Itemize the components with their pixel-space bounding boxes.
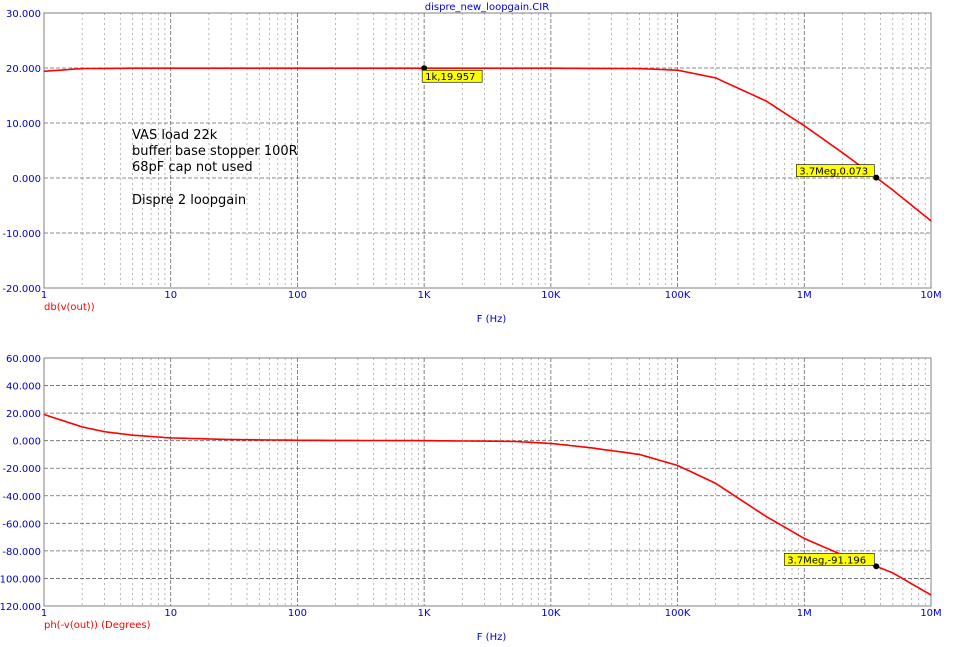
cursor-point [421, 65, 428, 72]
x-tick-label: 10K [541, 290, 561, 301]
y-tick-label: 30.000 [6, 9, 41, 20]
chart-title: dispre_new_loopgain.CIR [425, 2, 549, 13]
y-tick-label: -120.000 [0, 602, 41, 613]
y-tick-label: 0.000 [12, 174, 41, 185]
cursor-label-box [421, 69, 483, 83]
x-tick-label: 100K [665, 290, 691, 301]
x-tick-label: 100 [288, 608, 307, 619]
annotation-line: 68pF cap not used [132, 160, 253, 175]
x-axis-label: F (Hz) [477, 314, 507, 325]
cursor-label: 3.7Meg,-91.196 [787, 555, 866, 566]
annotation-title: Dispre 2 loopgain [132, 193, 246, 208]
x-tick-label: 1 [41, 608, 47, 619]
trace-name-label: ph(-v(out)) (Degrees) [44, 620, 151, 631]
cursor-label: 3.7Meg,0.073 [799, 167, 868, 178]
y-tick-label: 20.000 [6, 409, 41, 420]
x-tick-label: 10K [541, 608, 561, 619]
x-axis-label: F (Hz) [477, 632, 507, 643]
cursor-point [873, 563, 880, 570]
cursor-label-box [783, 553, 875, 566]
cursor-label-box [795, 164, 875, 177]
annotation-line: buffer base stopper 100R [132, 144, 298, 159]
x-tick-label: 1K [418, 608, 431, 619]
y-tick-label: 20.000 [6, 64, 41, 75]
x-tick-label: 100 [288, 290, 307, 301]
x-tick-label: 10M [920, 290, 941, 301]
x-tick-label: 10 [164, 608, 177, 619]
x-tick-label: 1M [797, 290, 812, 301]
y-tick-label: -40.000 [2, 492, 41, 503]
trace-series-0 [43, 413, 932, 596]
y-tick-label: 0.000 [12, 437, 41, 448]
y-tick-label: 10.000 [6, 119, 41, 130]
y-tick-label: 40.000 [6, 382, 41, 393]
y-tick-label: -60.000 [2, 519, 41, 530]
plot-frame [43, 12, 932, 289]
plot-frame [43, 357, 932, 607]
trace-name-label: db(v(out)) [44, 302, 95, 313]
y-tick-label: -10.000 [2, 229, 41, 240]
x-tick-label: 1K [418, 290, 431, 301]
y-tick-label: -100.000 [0, 574, 41, 585]
cursor-point [873, 174, 880, 181]
y-tick-label: -20.000 [2, 464, 41, 475]
annotation-line: VAS load 22k [132, 128, 218, 143]
x-tick-label: 1 [41, 290, 47, 301]
x-tick-label: 100K [665, 608, 691, 619]
x-tick-label: 10M [920, 608, 941, 619]
cursor-label: 1k,19.957 [425, 72, 475, 83]
x-tick-label: 10 [164, 290, 177, 301]
y-tick-label: -20.000 [2, 284, 41, 295]
x-tick-label: 1M [797, 608, 812, 619]
y-tick-label: 60.000 [6, 354, 41, 365]
y-tick-label: -80.000 [2, 547, 41, 558]
